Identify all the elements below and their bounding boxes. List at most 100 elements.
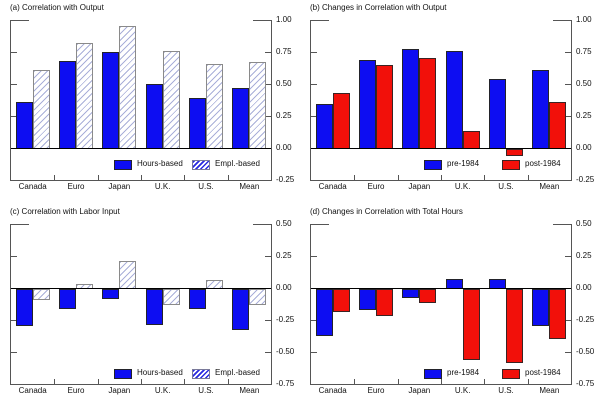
- bar: [402, 49, 420, 149]
- legend-label: post-1984: [525, 159, 561, 168]
- y-axis-tick: [311, 256, 317, 257]
- legend-swatch: [114, 160, 132, 170]
- y-tick-label: 0.50: [576, 219, 592, 228]
- legend-swatch: [192, 369, 210, 379]
- x-category-label: U.S.: [198, 182, 214, 191]
- plot-area: 1.00 0.75 0.50 0.25 0.00 -0.25 Canada Euro Japan…: [10, 15, 294, 191]
- y-axis-tick: [565, 116, 571, 117]
- x-category-label: Euro: [67, 182, 85, 191]
- bar: [32, 69, 50, 149]
- y-axis-tick: [265, 116, 271, 117]
- x-category-label: Canada: [318, 386, 347, 395]
- x-axis-tick: [141, 379, 142, 384]
- zero-line: [311, 148, 571, 149]
- legend-label: Hours-based: [137, 368, 183, 377]
- bar: [249, 289, 267, 306]
- legend-swatch: [192, 160, 210, 170]
- legend-swatch: [502, 369, 520, 379]
- bar: [15, 289, 33, 326]
- x-category-label: U.S.: [498, 182, 514, 191]
- y-tick-label: 0.00: [276, 143, 292, 152]
- frame-top-left-corner: [11, 224, 29, 225]
- x-category-label: Mean: [239, 386, 260, 395]
- y-tick-label: -0.75: [276, 379, 295, 388]
- x-axis-tick: [141, 175, 142, 180]
- x-axis-tick: [184, 175, 186, 180]
- y-tick-label: 1.00: [576, 15, 592, 24]
- x-category-label: Canada: [18, 182, 47, 191]
- bar: [315, 104, 333, 149]
- bar: [359, 289, 376, 311]
- y-axis-tick: [311, 116, 317, 117]
- bar: [532, 69, 550, 149]
- bar: [376, 64, 393, 149]
- y-axis-tick: [565, 320, 571, 321]
- panel-correlation-with-output: (a) Correlation with Output 1.00 0.75 0.50…: [0, 0, 300, 204]
- x-category-label: Canada: [18, 386, 47, 395]
- legend-label: Empl.-based: [215, 159, 260, 168]
- y-axis-tick: [265, 52, 271, 53]
- bar: [162, 289, 180, 306]
- x-category-label: Canada: [318, 182, 347, 191]
- y-tick-label: 0.50: [576, 79, 592, 88]
- x-axis-tick: [397, 379, 399, 384]
- y-axis-tick: [565, 52, 571, 53]
- x-axis-tick: [441, 379, 442, 384]
- x-axis-tick: [184, 379, 186, 384]
- y-axis-tick: [311, 320, 317, 321]
- bar: [506, 149, 523, 157]
- y-tick-label: -0.25: [276, 315, 295, 324]
- panel-title: (a) Correlation with Output: [10, 3, 104, 12]
- frame-top-right-corner: [253, 20, 271, 21]
- panel-changes-correlation-with-output: (b) Changes in Correlation with Output 1…: [300, 0, 600, 204]
- y-axis-tick: [11, 256, 17, 257]
- legend-swatch: [424, 160, 442, 170]
- bar: [549, 289, 567, 339]
- x-axis-tick: [484, 175, 486, 180]
- bar: [145, 84, 163, 149]
- x-category-label: U.K.: [154, 386, 171, 395]
- y-tick-label: -0.25: [276, 175, 295, 184]
- zero-line: [11, 148, 271, 149]
- x-axis-tick: [527, 175, 529, 180]
- y-tick-label: 0.25: [276, 111, 292, 120]
- bar: [532, 289, 550, 326]
- bar: [462, 131, 480, 149]
- x-axis-tick: [227, 379, 229, 384]
- bar: [119, 26, 137, 149]
- x-category-label: Japan: [408, 182, 431, 191]
- bar: [162, 50, 180, 149]
- y-axis-tick: [265, 320, 271, 321]
- x-category-label: Euro: [367, 386, 385, 395]
- y-tick-label: -0.50: [276, 347, 295, 356]
- bar: [506, 289, 523, 363]
- y-axis-tick: [265, 256, 271, 257]
- zero-line: [311, 288, 571, 289]
- bar: [59, 60, 76, 149]
- y-tick-label: -0.75: [576, 379, 595, 388]
- frame-top-right-corner: [553, 224, 571, 225]
- bar: [232, 289, 250, 330]
- y-axis-tick: [265, 352, 271, 353]
- bar: [376, 289, 393, 316]
- y-tick-label: 0.75: [576, 47, 592, 56]
- y-tick-label: 0.75: [276, 47, 292, 56]
- x-category-label: Mean: [539, 386, 560, 395]
- x-category-label: Mean: [239, 182, 260, 191]
- y-axis-tick: [311, 352, 317, 353]
- bar: [189, 98, 206, 149]
- y-axis-tick: [311, 84, 317, 85]
- legend-swatch: [424, 369, 442, 379]
- panel-title: (c) Correlation with Labor Input: [10, 207, 120, 216]
- panel-title: (d) Changes in Correlation with Total Ho…: [310, 207, 463, 216]
- y-axis-tick: [565, 84, 571, 85]
- legend-label: pre-1984: [447, 368, 480, 377]
- y-axis-tick: [11, 352, 17, 353]
- bar: [419, 289, 437, 303]
- x-axis-tick: [354, 175, 356, 180]
- plot-area: 0.50 0.25 0.00 -0.25 -0.50 -0.75 Canada Euro Jap…: [310, 219, 594, 395]
- bar: [549, 101, 567, 149]
- frame-top-left-corner: [311, 20, 329, 21]
- y-tick-label: -0.50: [576, 347, 595, 356]
